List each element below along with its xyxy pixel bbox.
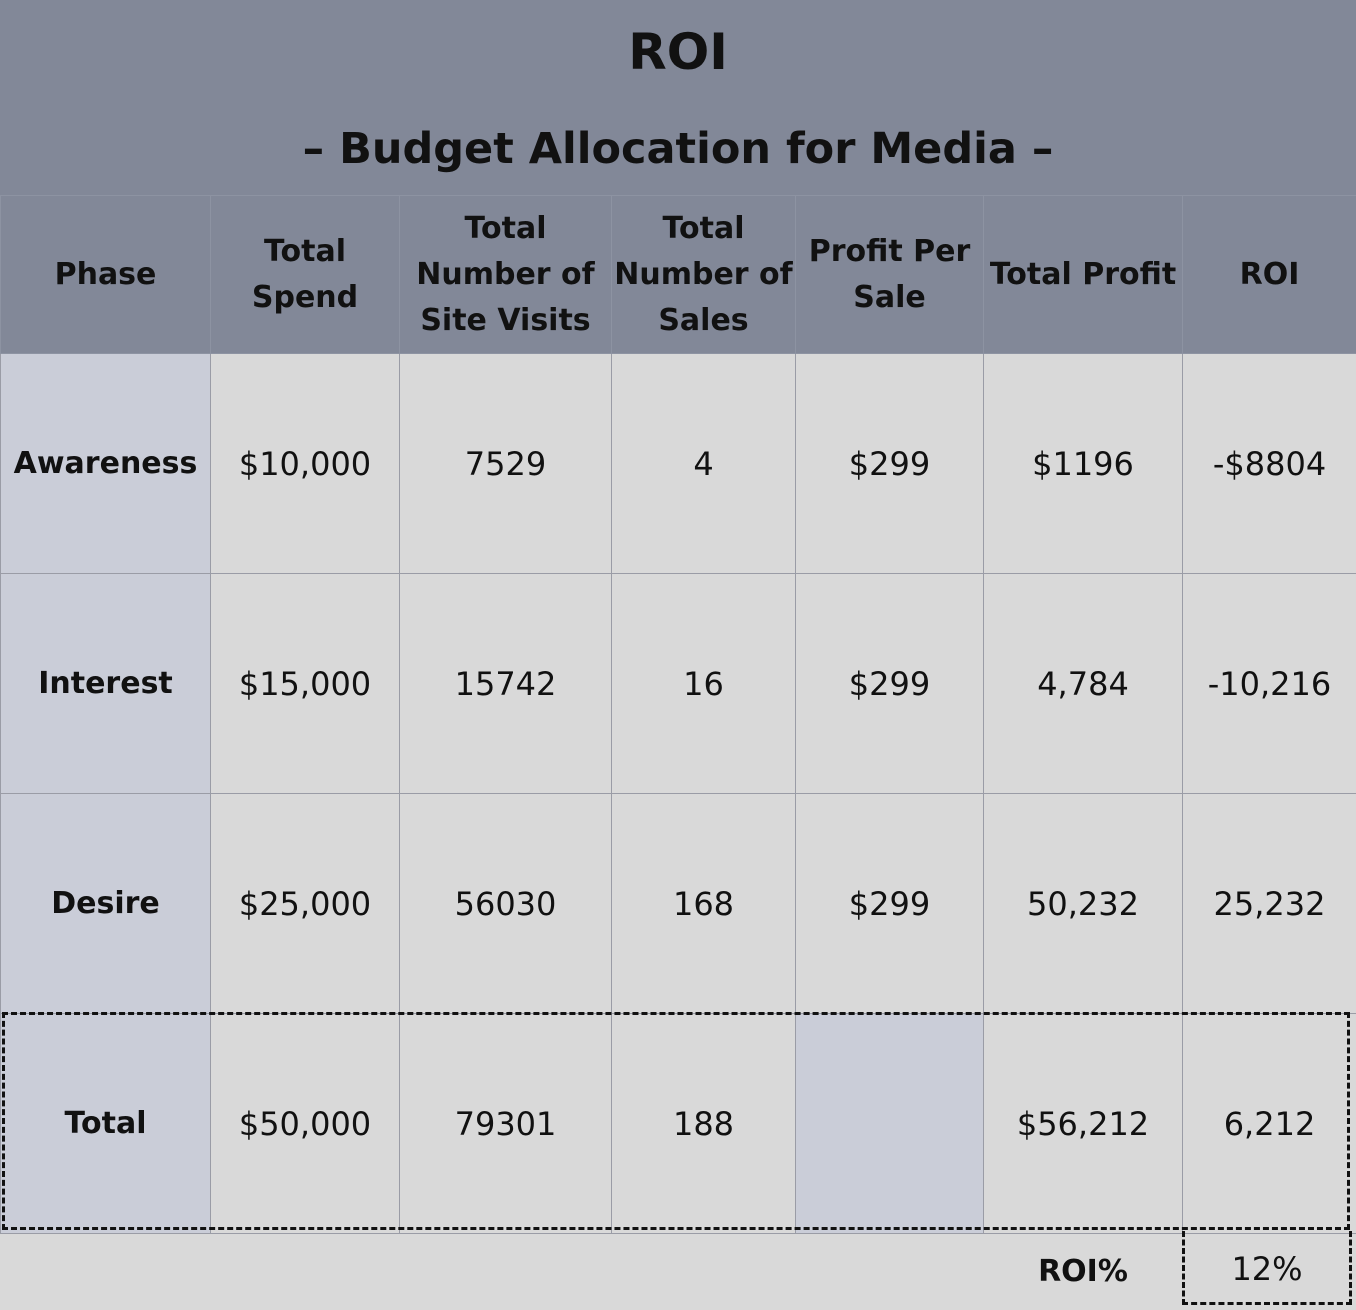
sales-cell: 168 <box>611 793 796 1014</box>
col-header-total-profit: Total Profit <box>983 195 1183 354</box>
header-row: Phase Total Spend Total Number of Site V… <box>0 195 1356 354</box>
site-visits-cell: 79301 <box>399 1013 612 1234</box>
total-profit-cell: 50,232 <box>983 793 1183 1014</box>
col-header-sales: Total Number of Sales <box>611 195 796 354</box>
roi-percent-label: ROI% <box>1038 1253 1128 1289</box>
table-row: Interest $15,000 15742 16 $299 4,784 -10… <box>0 573 1356 794</box>
total-profit-cell: 4,784 <box>983 573 1183 794</box>
profit-per-sale-cell: $299 <box>795 353 984 574</box>
col-header-phase: Phase <box>0 195 211 354</box>
phase-cell: Interest <box>0 573 211 794</box>
total-profit-cell: $56,212 <box>983 1013 1183 1234</box>
sales-cell: 16 <box>611 573 796 794</box>
phase-cell: Awareness <box>0 353 211 574</box>
profit-per-sale-cell <box>795 1013 984 1234</box>
table-row: Desire $25,000 56030 168 $299 50,232 25,… <box>0 793 1356 1014</box>
roi-cell: 6,212 <box>1182 1013 1356 1234</box>
roi-cell: -10,216 <box>1182 573 1356 794</box>
total-row: Total $50,000 79301 188 $56,212 6,212 <box>0 1013 1356 1234</box>
site-visits-cell: 56030 <box>399 793 612 1014</box>
table-row: Awareness $10,000 7529 4 $299 $1196 -$88… <box>0 353 1356 574</box>
col-header-total-spend: Total Spend <box>210 195 400 354</box>
total-spend-cell: $10,000 <box>210 353 400 574</box>
roi-cell: -$8804 <box>1182 353 1356 574</box>
col-header-site-visits: Total Number of Site Visits <box>399 195 612 354</box>
site-visits-cell: 15742 <box>399 573 612 794</box>
col-header-roi: ROI <box>1182 195 1356 354</box>
sales-cell: 4 <box>611 353 796 574</box>
profit-per-sale-cell: $299 <box>795 793 984 1014</box>
phase-cell: Desire <box>0 793 211 1014</box>
page-title: ROI <box>0 0 1356 103</box>
col-header-profit-per-sale: Profit Per Sale <box>795 195 984 354</box>
table-subtitle: – Budget Allocation for Media – <box>0 103 1356 195</box>
total-phase-cell: Total <box>0 1013 211 1234</box>
total-spend-cell: $25,000 <box>210 793 400 1014</box>
total-spend-cell: $50,000 <box>210 1013 400 1234</box>
total-profit-cell: $1196 <box>983 353 1183 574</box>
roi-cell: 25,232 <box>1182 793 1356 1014</box>
roi-table: Phase Total Spend Total Number of Site V… <box>0 195 1356 1234</box>
site-visits-cell: 7529 <box>399 353 612 574</box>
roi-percent-value: 12% <box>1231 1250 1303 1288</box>
profit-per-sale-cell: $299 <box>795 573 984 794</box>
sales-cell: 188 <box>611 1013 796 1234</box>
total-spend-cell: $15,000 <box>210 573 400 794</box>
